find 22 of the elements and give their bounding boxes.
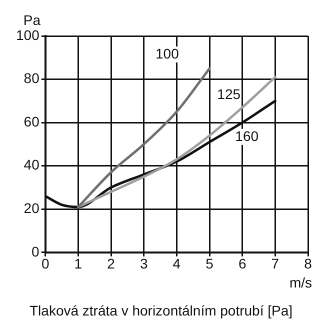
y-tick-label: 60 [24, 113, 40, 130]
text: 100 [156, 45, 180, 62]
text: Tlaková ztráta v horizontálním potrubí [Pa] [29, 302, 293, 318]
y-tick-label: 20 [24, 200, 40, 216]
line-series [76, 76, 276, 208]
x-tick-label: 6 [238, 256, 246, 272]
x-tick-label: 4 [172, 256, 181, 272]
x-tick-label: 1 [74, 256, 82, 272]
x-tick-label: 5 [206, 256, 214, 272]
y-axis-title: Pa [23, 12, 41, 28]
x-tick-label: 3 [140, 256, 148, 272]
y-tick-label: 80 [24, 70, 40, 86]
y-tick-label: 100 [16, 26, 40, 43]
y-tick-label: 40 [24, 156, 40, 173]
x-axis-title: m/s [289, 274, 312, 290]
series-label: 160 [235, 128, 259, 144]
x-tick-label: 8 [304, 256, 312, 272]
series-label: 125 [217, 86, 241, 102]
x-tick-label: 2 [107, 256, 116, 272]
line-series [76, 67, 211, 208]
y-tick-label: 0 [32, 243, 40, 260]
x-tick-label: 7 [271, 256, 280, 272]
